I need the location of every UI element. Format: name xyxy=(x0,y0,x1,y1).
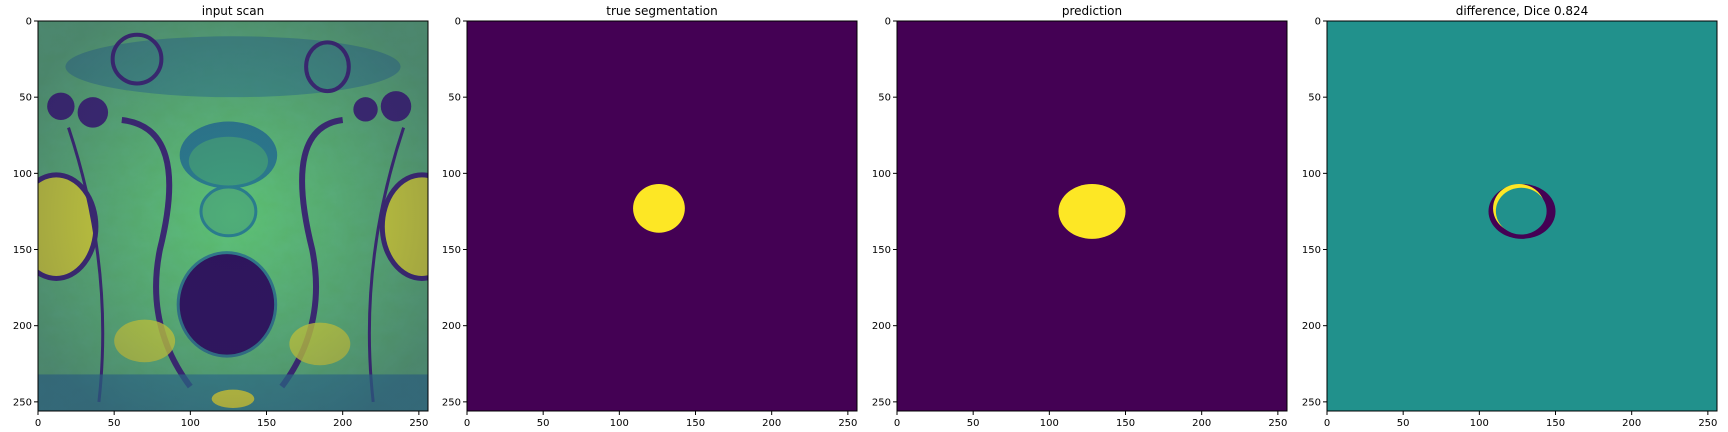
x-tick-label: 250 xyxy=(1268,418,1287,429)
axes-frame xyxy=(37,20,429,412)
y-tick-label: 150 xyxy=(1302,245,1321,256)
y-tick-label: 100 xyxy=(442,169,461,180)
y-tick-label: 50 xyxy=(19,93,32,104)
y-tick-label: 100 xyxy=(13,169,32,180)
x-tick-label: 150 xyxy=(257,418,276,429)
y-tick-label: 50 xyxy=(878,93,891,104)
y-tick-label: 100 xyxy=(1302,169,1321,180)
x-tick-label: 0 xyxy=(464,418,470,429)
x-tick-label: 100 xyxy=(1040,418,1059,429)
y-tick-label: 250 xyxy=(442,397,461,408)
x-tick-label: 150 xyxy=(1546,418,1565,429)
y-tick-label: 250 xyxy=(872,397,891,408)
y-tick-label: 150 xyxy=(13,245,32,256)
y-tick-label: 150 xyxy=(442,245,461,256)
panel-title: true segmentation xyxy=(606,4,717,18)
y-tick-label: 250 xyxy=(13,397,32,408)
x-tick-label: 200 xyxy=(762,418,781,429)
y-tick-label: 0 xyxy=(885,17,891,28)
y-tick-label: 200 xyxy=(1302,321,1321,332)
panel-title: difference, Dice 0.824 xyxy=(1456,4,1589,18)
panel-image xyxy=(1327,21,1717,411)
y-tick-label: 0 xyxy=(1315,17,1321,28)
x-tick-label: 100 xyxy=(181,418,200,429)
y-tick-label: 100 xyxy=(872,169,891,180)
y-tick-label: 0 xyxy=(455,17,461,28)
x-tick-label: 0 xyxy=(894,418,900,429)
x-tick-label: 50 xyxy=(108,418,121,429)
x-tick-label: 50 xyxy=(537,418,550,429)
x-tick-label: 100 xyxy=(1470,418,1489,429)
axes-frame xyxy=(1326,20,1718,412)
x-tick-label: 100 xyxy=(610,418,629,429)
x-tick-label: 50 xyxy=(1397,418,1410,429)
x-tick-label: 200 xyxy=(1622,418,1641,429)
overlap-region xyxy=(1495,187,1547,235)
x-tick-label: 0 xyxy=(1324,418,1330,429)
y-tick-label: 50 xyxy=(448,93,461,104)
y-tick-label: 200 xyxy=(13,321,32,332)
x-tick-label: 250 xyxy=(1698,418,1717,429)
x-tick-label: 150 xyxy=(686,418,705,429)
y-tick-label: 250 xyxy=(1302,397,1321,408)
x-tick-label: 0 xyxy=(35,418,41,429)
x-tick-label: 150 xyxy=(1116,418,1135,429)
x-tick-label: 200 xyxy=(333,418,352,429)
y-tick-label: 200 xyxy=(872,321,891,332)
y-tick-label: 50 xyxy=(1308,93,1321,104)
scan-vignette xyxy=(38,21,428,411)
panel-title: prediction xyxy=(1062,4,1122,18)
axes-frame xyxy=(466,20,858,412)
axes-frame xyxy=(896,20,1288,412)
mask-blob xyxy=(1058,184,1126,239)
panel-image xyxy=(38,21,428,411)
x-tick-label: 250 xyxy=(409,418,428,429)
y-tick-label: 200 xyxy=(442,321,461,332)
mask-blob xyxy=(633,184,685,233)
y-tick-label: 150 xyxy=(872,245,891,256)
panel-image xyxy=(467,21,857,411)
panel-title: input scan xyxy=(202,4,265,18)
x-tick-label: 50 xyxy=(967,418,980,429)
y-tick-label: 0 xyxy=(26,17,32,28)
panel-image xyxy=(897,21,1287,411)
x-tick-label: 250 xyxy=(838,418,857,429)
x-tick-label: 200 xyxy=(1192,418,1211,429)
